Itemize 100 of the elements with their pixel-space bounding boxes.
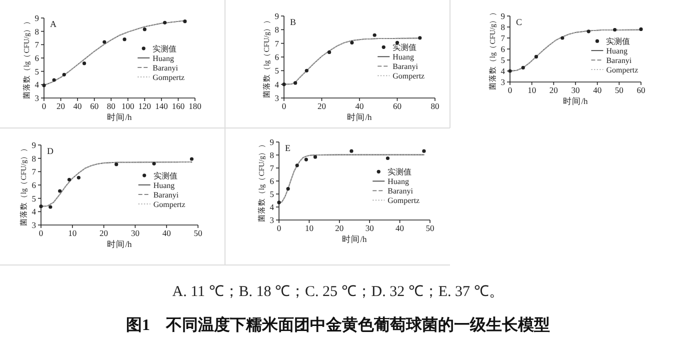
y-tick-label: 9 [274,11,279,21]
y-tick-label: 4 [34,80,40,90]
y-tick-label: 4 [500,66,506,76]
legend-label: Huang [152,54,174,63]
x-tick-label: 40 [73,101,82,111]
x-axis-title: 时间/h [107,112,133,122]
y-tick-label: 5 [270,189,274,199]
x-tick-label: 10 [528,85,536,95]
x-tick-label: 50 [426,223,434,233]
y-tick-label: 7 [500,33,505,43]
y-tick-label: 6 [500,44,505,54]
x-tick-label: 100 [122,101,134,111]
x-tick-label: 0 [42,101,46,111]
y-tick-label: 8 [32,153,36,164]
y-tick-label: 5 [34,66,39,76]
x-axis-title: 时间/h [342,234,368,244]
legend-label: 实测值 [153,171,178,180]
x-tick-label: 140 [155,101,168,111]
x-tick-label: 180 [188,101,202,111]
y-tick-label: 3 [34,93,39,103]
x-tick-label: 80 [106,101,116,111]
y-tick-label: 7 [274,38,279,48]
chart-title: B [290,17,296,27]
x-tick-label: 40 [593,85,602,95]
y-tick-label: 4 [270,202,275,212]
x-tick-label: 20 [335,223,344,233]
x-tick-label: 30 [130,228,140,238]
y-tick-label: 6 [32,180,36,190]
x-tick-label: 10 [68,228,77,238]
x-tick-label: 50 [194,228,202,238]
x-tick-label: 40 [396,223,404,233]
legend-label: 实测值 [606,37,630,46]
text: 图1 不同温度下糯米面团中金黄色葡萄球菌的一级生长模型 [126,315,550,334]
x-tick-label: 20 [100,228,108,238]
x-tick-label: 60 [393,101,402,111]
x-tick-label: 120 [138,101,152,111]
y-tick-label: 5 [274,66,279,76]
text: A. 11 ℃；B. 18 ℃；C. 25 ℃；D. 32 ℃；E. 37 ℃。 [172,284,504,300]
y-tick-label: 4 [32,206,37,217]
legend-label: 实测值 [388,168,412,177]
y-tick-label: 7 [32,166,36,177]
x-axis-title: 时间/h [347,112,373,122]
x-axis-title: 时间/h [107,239,133,249]
legend-label: Baranyi [153,190,180,200]
x-tick-label: 20 [549,85,558,95]
legend-label: Baranyi [392,62,419,72]
y-tick-label: 5 [500,55,505,65]
y-tick-label: 4 [274,79,280,90]
x-tick-label: 20 [318,101,326,111]
x-tick-label: 0 [508,85,512,95]
legend-label: Baranyi [152,63,179,72]
legend-label: 实测值 [392,43,417,52]
x-tick-label: 20 [56,101,66,111]
y-tick-label: 6 [270,176,274,186]
legend-label: Gompertz [388,196,420,206]
legend-label: Gompertz [392,72,426,81]
x-tick-label: 0 [276,223,282,233]
x-tick-label: 50 [614,85,624,95]
chart-title: C [516,17,522,27]
x-tick-label: 160 [172,101,185,111]
x-tick-label: 40 [162,228,171,238]
y-tick-label: 3 [274,93,279,103]
legend-label: Huang [388,177,409,186]
chart-title: D [47,146,54,156]
y-tick-label: 8 [500,22,505,32]
x-tick-label: 30 [365,223,374,233]
y-tick-label: 9 [32,140,36,150]
y-tick-label: 9 [270,137,274,147]
y-tick-label: 3 [270,215,274,225]
y-tick-label: 6 [34,53,39,63]
y-tick-label: 8 [34,26,39,36]
y-tick-label: 3 [32,220,36,230]
legend-label: Huang [153,180,175,190]
legend-label: Gompertz [152,72,186,82]
y-tick-label: 9 [500,11,505,21]
legend-label: Huang [606,46,628,56]
x-tick-label: 60 [90,101,99,111]
legend-label: Baranyi [606,56,632,66]
y-tick-label: 8 [270,150,274,160]
x-tick-label: 80 [430,101,440,111]
chart-title: E [285,143,291,153]
legend-label: Baranyi [388,186,414,196]
x-tick-label: 10 [304,223,314,233]
x-axis-title: 时间/h [563,96,589,106]
chart-title: A [50,19,57,29]
y-tick-label: 5 [32,193,36,204]
x-tick-label: 0 [282,101,286,111]
legend-label: Gompertz [153,200,186,209]
y-tick-label: 7 [270,163,274,173]
legend-label: 实测值 [152,44,177,54]
y-tick-label: 3 [500,77,505,87]
x-tick-label: 0 [38,228,44,238]
legend-label: Gompertz [606,66,639,75]
y-tick-label: 8 [274,24,279,35]
x-tick-label: 60 [636,85,646,95]
x-tick-label: 30 [571,85,580,95]
x-tick-label: 40 [355,101,364,111]
y-tick-label: 9 [34,13,39,23]
y-tick-label: 6 [274,52,279,62]
y-tick-label: 7 [34,40,39,50]
